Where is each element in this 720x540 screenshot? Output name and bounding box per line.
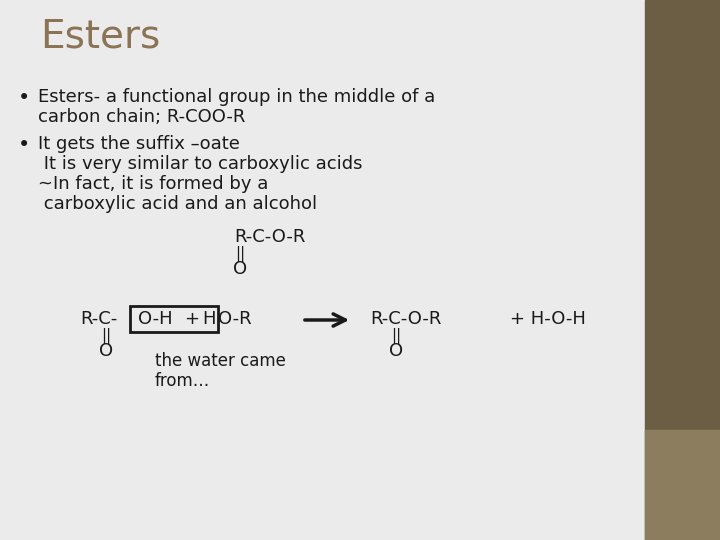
- Text: +: +: [184, 310, 199, 328]
- Text: It is very similar to carboxylic acids: It is very similar to carboxylic acids: [38, 155, 362, 173]
- Text: R-C-O-R: R-C-O-R: [234, 228, 306, 246]
- Text: ||: ||: [391, 328, 401, 344]
- Text: O: O: [389, 342, 403, 360]
- Text: ||: ||: [101, 328, 111, 344]
- Text: H: H: [202, 310, 215, 328]
- Text: from…: from…: [155, 372, 210, 390]
- Text: It gets the suffix –oate: It gets the suffix –oate: [38, 135, 240, 153]
- Text: •: •: [18, 135, 30, 155]
- Text: O-R: O-R: [218, 310, 251, 328]
- Text: R-C-O-R: R-C-O-R: [370, 310, 441, 328]
- Text: O: O: [233, 260, 247, 278]
- Bar: [130, 306, 218, 332]
- Text: Esters- a functional group in the middle of a: Esters- a functional group in the middle…: [38, 88, 436, 106]
- Bar: [645, 430, 720, 540]
- Text: ~In fact, it is formed by a: ~In fact, it is formed by a: [38, 175, 269, 193]
- Text: O-H: O-H: [138, 310, 173, 328]
- Text: •: •: [18, 88, 30, 108]
- Text: O: O: [99, 342, 113, 360]
- Text: + H-O-H: + H-O-H: [510, 310, 586, 328]
- Text: R-C-: R-C-: [80, 310, 117, 328]
- Text: carboxylic acid and an alcohol: carboxylic acid and an alcohol: [38, 195, 317, 213]
- Text: Esters: Esters: [40, 18, 161, 56]
- Text: ||: ||: [235, 246, 245, 262]
- Text: carbon chain; R-COO-R: carbon chain; R-COO-R: [38, 108, 246, 126]
- Text: the water came: the water came: [155, 352, 286, 370]
- Bar: [645, 0, 720, 540]
